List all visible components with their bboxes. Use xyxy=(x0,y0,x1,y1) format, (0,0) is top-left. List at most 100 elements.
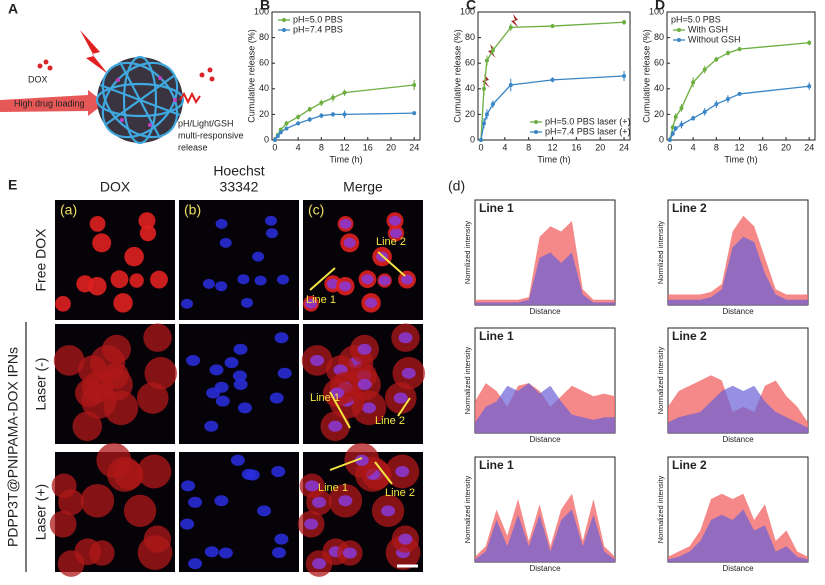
intensity-area xyxy=(668,236,808,305)
nucleus xyxy=(342,547,357,559)
profile-title: Line 2 xyxy=(672,201,707,215)
legend-title: pH=5.0 PBS xyxy=(671,14,721,24)
profile-line-label: Line 1 xyxy=(310,392,340,404)
x-axis-label: Distance xyxy=(722,564,754,573)
x-axis-label: Distance xyxy=(722,307,754,316)
marker xyxy=(490,48,495,53)
legend-marker xyxy=(677,38,681,42)
profile-line xyxy=(397,397,411,417)
nucleus xyxy=(305,480,320,492)
x-axis-label: Distance xyxy=(529,307,561,316)
marker xyxy=(275,134,280,139)
image-bg xyxy=(179,200,299,320)
y-axis-label: Cumulative release (%) xyxy=(641,29,651,123)
marker xyxy=(284,121,289,126)
nucleus xyxy=(254,275,267,286)
x-tick-label: 0 xyxy=(667,142,672,152)
marker xyxy=(807,40,812,45)
nucleus xyxy=(274,332,289,344)
panel-label: (d) xyxy=(448,178,465,194)
nucleus xyxy=(204,420,219,432)
nucleus xyxy=(365,297,378,308)
loading-arrow xyxy=(0,90,105,116)
marker xyxy=(622,74,627,78)
marker xyxy=(484,58,489,63)
nucleus xyxy=(241,297,254,308)
y-tick-label: 40 xyxy=(465,83,475,93)
marker xyxy=(550,77,555,82)
nucleus xyxy=(188,496,203,508)
panel-label: B xyxy=(260,0,270,13)
nucleus xyxy=(398,332,413,344)
x-axis-label: Time (h) xyxy=(724,154,757,164)
nucleus xyxy=(277,274,290,285)
release-text: release xyxy=(178,142,208,152)
profile-title: Line 1 xyxy=(479,458,514,472)
nucleus xyxy=(330,387,345,399)
profile-title: Line 1 xyxy=(479,201,514,215)
marker xyxy=(481,86,486,91)
nucleus xyxy=(277,367,292,379)
cell-dox xyxy=(72,411,103,442)
nucleus xyxy=(215,395,230,407)
nucleus xyxy=(219,237,232,248)
marker xyxy=(508,25,513,30)
intensity-area xyxy=(668,385,808,433)
nucleus xyxy=(393,392,408,404)
nucleus xyxy=(218,547,233,559)
x-tick-label: 0 xyxy=(478,142,483,152)
x-tick-label: 20 xyxy=(781,142,791,152)
y-tick-label: 60 xyxy=(654,58,664,68)
image-tag: (a) xyxy=(60,202,77,218)
series-line xyxy=(274,112,415,141)
profile-line xyxy=(374,461,393,485)
series-line xyxy=(669,42,810,141)
x-tick-label: 16 xyxy=(571,142,581,152)
marker xyxy=(490,102,495,107)
cell-dox xyxy=(102,334,131,364)
intensity-area xyxy=(475,383,615,433)
x-tick-label: 12 xyxy=(340,142,350,152)
x-tick-label: 8 xyxy=(319,142,324,152)
x-tick-label: 8 xyxy=(714,142,719,152)
laser-marks xyxy=(482,14,519,88)
marker xyxy=(737,47,742,52)
cell-dox xyxy=(96,442,132,478)
marker xyxy=(272,138,277,142)
cell-dox xyxy=(89,215,106,232)
cell-dox xyxy=(53,345,85,376)
nucleus xyxy=(202,278,215,289)
dox-dot xyxy=(199,72,205,78)
marker xyxy=(412,82,417,87)
marker xyxy=(725,50,730,55)
row-label: Free DOX xyxy=(33,228,49,292)
marker xyxy=(691,80,696,85)
x-axis-label: Distance xyxy=(722,435,754,444)
panel-label: D xyxy=(655,0,665,13)
cell-dox xyxy=(87,276,107,296)
nucleus xyxy=(361,402,376,414)
legend-marker xyxy=(282,18,286,22)
x-axis-label: Time (h) xyxy=(537,154,570,164)
nucleus xyxy=(237,402,252,414)
y-tick-label: 100 xyxy=(460,6,475,16)
nucleus xyxy=(241,468,256,480)
x-tick-label: 20 xyxy=(386,142,396,152)
panel-label: C xyxy=(466,0,476,13)
loading-text: High drug loading xyxy=(14,98,85,108)
nucleus xyxy=(181,480,196,492)
legend-label: pH=5.0 PBS xyxy=(293,14,343,24)
nucleus xyxy=(304,518,319,530)
profile-line-label: Line 1 xyxy=(306,294,336,306)
nucleus xyxy=(233,379,248,391)
cell-dox xyxy=(137,454,172,489)
panel-label: E xyxy=(8,177,17,193)
x-tick-label: 24 xyxy=(409,142,419,152)
legend-marker xyxy=(534,130,538,134)
nucleus xyxy=(209,364,224,376)
dox-text: DOX xyxy=(28,74,48,84)
nucleus xyxy=(206,387,221,399)
legend-label: pH=7.4 PBS laser (+) xyxy=(545,126,631,136)
profile-line-label: Line 2 xyxy=(385,487,415,499)
